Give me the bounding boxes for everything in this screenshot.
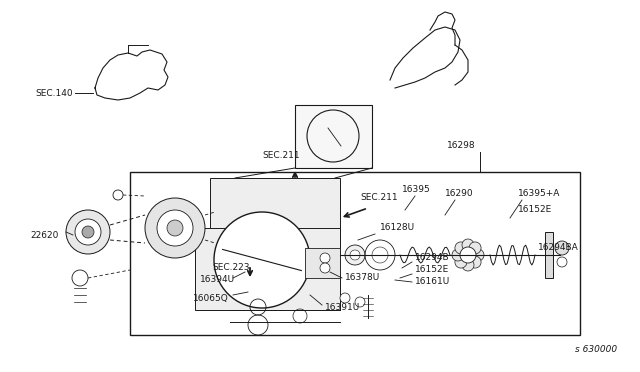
Circle shape bbox=[469, 256, 481, 268]
Circle shape bbox=[350, 250, 360, 260]
Circle shape bbox=[455, 256, 467, 268]
Text: 16298: 16298 bbox=[447, 141, 476, 150]
Bar bbox=[130, 172, 580, 335]
Circle shape bbox=[555, 241, 569, 255]
Text: SEC.140: SEC.140 bbox=[35, 89, 72, 97]
Circle shape bbox=[557, 257, 567, 267]
Text: 16065Q: 16065Q bbox=[193, 294, 228, 302]
Circle shape bbox=[214, 212, 310, 308]
Circle shape bbox=[345, 245, 365, 265]
Text: s 630000: s 630000 bbox=[575, 346, 617, 355]
Circle shape bbox=[355, 297, 365, 307]
Text: 16391U: 16391U bbox=[325, 304, 360, 312]
Circle shape bbox=[462, 259, 474, 271]
Circle shape bbox=[113, 190, 123, 200]
Bar bbox=[210, 178, 340, 233]
Text: 16395+A: 16395+A bbox=[518, 189, 561, 198]
Circle shape bbox=[462, 239, 474, 251]
Circle shape bbox=[455, 242, 467, 254]
Text: 16294BA: 16294BA bbox=[538, 244, 579, 253]
Circle shape bbox=[320, 253, 330, 263]
Bar bbox=[545, 232, 553, 278]
Text: 16128U: 16128U bbox=[380, 224, 415, 232]
Circle shape bbox=[340, 293, 350, 303]
Text: 16395: 16395 bbox=[402, 186, 431, 195]
Bar bbox=[195, 228, 340, 310]
Circle shape bbox=[452, 249, 464, 261]
Circle shape bbox=[82, 226, 94, 238]
Text: 16161U: 16161U bbox=[415, 278, 451, 286]
Text: 22620: 22620 bbox=[30, 231, 58, 240]
Circle shape bbox=[72, 270, 88, 286]
Circle shape bbox=[157, 210, 193, 246]
Circle shape bbox=[460, 247, 476, 263]
Circle shape bbox=[167, 220, 183, 236]
Circle shape bbox=[75, 219, 101, 245]
Text: 16152E: 16152E bbox=[415, 266, 449, 275]
Text: 16378U: 16378U bbox=[345, 273, 380, 282]
Bar bbox=[305, 248, 340, 278]
Circle shape bbox=[145, 198, 205, 258]
Circle shape bbox=[469, 242, 481, 254]
Text: 16152E: 16152E bbox=[518, 205, 552, 215]
Text: SEC.211: SEC.211 bbox=[360, 193, 397, 202]
Text: SEC.223: SEC.223 bbox=[212, 263, 250, 273]
Circle shape bbox=[472, 249, 484, 261]
Text: 16394U: 16394U bbox=[200, 276, 235, 285]
Text: 16290: 16290 bbox=[445, 189, 474, 198]
Circle shape bbox=[66, 210, 110, 254]
Text: SEC.211: SEC.211 bbox=[262, 151, 300, 160]
Bar bbox=[295, 105, 372, 168]
Text: 16294B: 16294B bbox=[415, 253, 450, 263]
Circle shape bbox=[320, 263, 330, 273]
Circle shape bbox=[372, 247, 388, 263]
